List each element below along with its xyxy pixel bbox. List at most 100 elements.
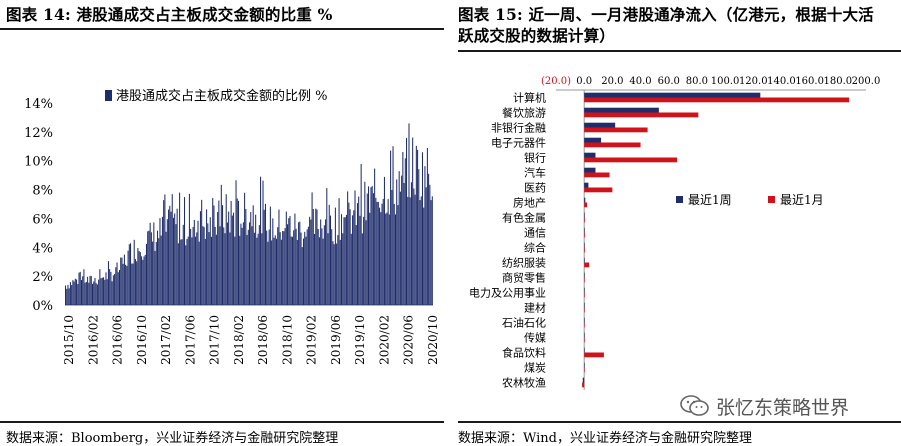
bar [186,239,188,305]
bar [584,247,585,253]
bar [132,263,134,305]
bar [307,226,309,305]
bar [390,150,392,305]
bar [249,222,251,305]
x-tick-label: 2016/10 [135,315,149,365]
bar [120,257,122,305]
bar [95,283,97,305]
bar [169,205,171,305]
bar [397,205,399,305]
bar [77,283,79,305]
bar [584,212,585,218]
bar [366,193,368,305]
bar [215,234,217,305]
bar [288,218,290,305]
x-tick-label: 2017/02 [159,315,173,365]
bar [584,317,585,323]
bar [584,352,604,358]
right-figure-title: 图表 15: 近一周、一月港股通净流入（亿港元，根据十大活跃成交股的数据计算） [458,5,874,45]
bar [333,244,335,305]
bar [315,208,317,305]
bar [160,235,162,305]
bar [584,122,616,128]
bar [199,211,201,305]
bar [584,182,589,188]
left-source-rule [0,421,444,423]
bar [327,233,329,305]
left-title-rule [0,28,444,30]
x-tick-label: 2018/10 [280,315,294,365]
bar [125,264,127,305]
bar [71,285,73,305]
x-tick-label: 60.0 [658,76,680,87]
bar [117,272,119,305]
bar [273,237,275,305]
bar [164,194,166,305]
bar [331,229,333,305]
bar [247,229,249,305]
bar [114,274,116,305]
bar [74,278,76,305]
bar [428,173,430,305]
watermark-text: 张忆东策略世界 [716,396,850,419]
bar [321,228,323,305]
bar [263,209,265,305]
bar [300,232,302,305]
bar [401,175,403,305]
bar [421,152,423,305]
category-label: 有色金属 [502,211,546,225]
bar [584,152,596,158]
bar [419,200,421,305]
bar [122,263,124,305]
left-figure-title: 图表 14: 港股通成交占主板成交金额的比重 % [6,5,333,24]
x-tick-label: 2019/02 [305,315,319,365]
category-label: 综合 [524,241,546,255]
bar [584,332,585,338]
x-tick-label: 2018/06 [256,315,270,365]
category-label: 医药 [524,182,546,195]
bar [374,168,376,305]
bar [269,206,271,305]
bar [274,235,276,305]
bar [149,222,151,305]
bar [410,182,412,305]
bar [425,187,427,305]
bar [136,261,138,305]
x-tick-label: 160.0 [795,76,824,87]
bar [242,222,244,305]
bar [209,217,211,305]
bar [317,229,319,305]
bar [355,225,357,305]
x-tick-label: 2018/02 [232,315,246,365]
bar [582,382,585,388]
bar [143,256,145,305]
bar [388,214,390,305]
bar [584,167,596,173]
bar [364,181,366,305]
bar [584,307,585,313]
bar [584,322,585,328]
bar [229,232,231,305]
y-tick-label: 6% [32,212,53,227]
left-figure: 图表 14: 港股通成交占主板成交金额的比重 % 0% 2% 4% 6% 8% 10% 12… [0,0,444,446]
bar [107,261,109,305]
bar [214,226,216,305]
bar [131,263,133,305]
left-source-note: 数据来源：Bloomberg，兴业证券经济与金融研究院整理 [6,431,339,446]
bar [278,209,280,305]
category-label: 农林牧渔 [502,376,546,390]
bar [392,146,394,305]
bar [174,213,176,305]
bar [424,166,426,305]
y-tick-label: 0% [32,299,53,314]
y-tick-label: 8% [32,184,53,199]
category-label: 房地产 [513,196,546,210]
bar [420,196,422,305]
bar [293,230,295,305]
bar [396,179,398,305]
bar [158,238,160,305]
bar [207,223,209,305]
bar [65,285,67,305]
category-label: 电子元器件 [491,137,546,150]
bar [123,254,125,305]
